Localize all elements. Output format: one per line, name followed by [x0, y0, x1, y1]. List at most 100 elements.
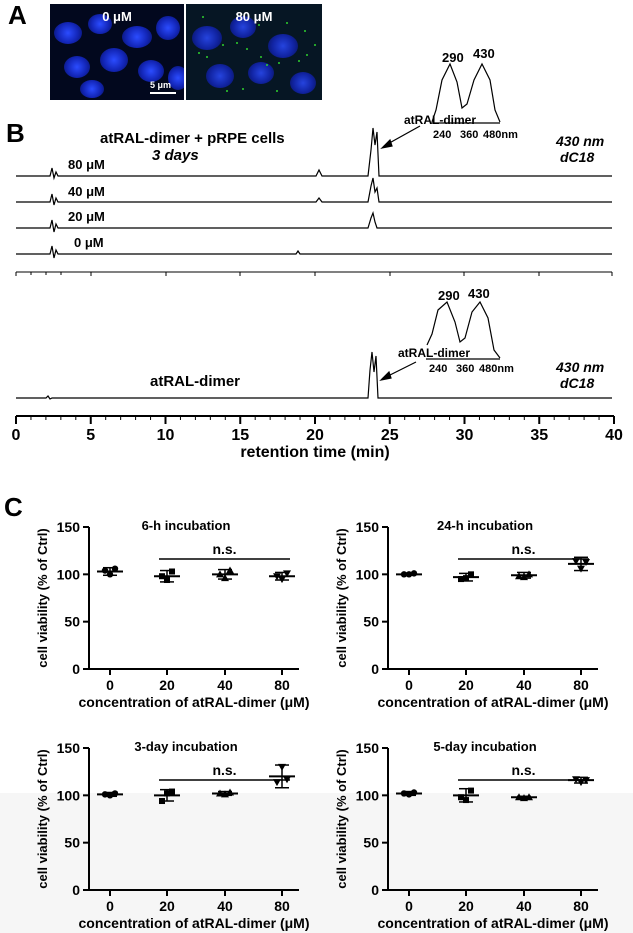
- micrograph-0uM: 0 μM 5 μm: [50, 4, 184, 100]
- y-axis-label: cell viability (% of Ctrl): [334, 749, 349, 888]
- x-axis-ticks: 0 5 10 15 20 25 30 35 40: [12, 416, 623, 444]
- data-point: [273, 573, 281, 581]
- chromatogram-subtitle: 3 days: [152, 147, 199, 164]
- data-point: [525, 793, 533, 801]
- y-tick-label: 150: [57, 740, 81, 756]
- micrograph-label: 80 μM: [235, 9, 273, 24]
- data-point: [283, 570, 291, 578]
- x-axis-label: concentration of atRAL-dimer (μM): [377, 915, 608, 931]
- y-tick-label: 100: [356, 787, 380, 803]
- data-point: [458, 576, 464, 583]
- x-tick-label: 80: [573, 898, 589, 914]
- panel-a-letter: A: [8, 0, 27, 30]
- panel-b-letter: B: [6, 118, 25, 148]
- data-point: [221, 574, 229, 582]
- x-tick-label: 40: [516, 677, 532, 693]
- spectrum-peak-label: 290: [442, 50, 464, 65]
- x-axis-label: concentration of atRAL-dimer (μM): [78, 915, 309, 931]
- peak-arrow-bottom: [379, 361, 417, 381]
- data-point: [278, 763, 286, 771]
- data-point: [405, 571, 413, 578]
- data-point: [106, 571, 114, 578]
- data-point: [577, 565, 585, 573]
- x-tick-label: 40: [516, 898, 532, 914]
- detector-label: 430 nm: [555, 133, 604, 149]
- micrograph-label: 0 μM: [102, 9, 132, 24]
- trace-label: 40 μM: [68, 184, 105, 199]
- panel-c-letter: C: [4, 492, 23, 522]
- x-tick-label: 25: [381, 427, 399, 444]
- data-point: [226, 566, 234, 574]
- y-axis-label: cell viability (% of Ctrl): [35, 528, 50, 667]
- spectrum-inset-bottom: [426, 300, 501, 360]
- y-tick-label: 0: [371, 882, 379, 898]
- y-tick-label: 150: [356, 740, 380, 756]
- data-point: [111, 565, 119, 572]
- data-point: [582, 559, 590, 567]
- chart-24h: 0 50 100 150 cell viability (% of Ctrl) 24-h …: [334, 518, 609, 710]
- data-point: [101, 567, 109, 574]
- x-tick-label: 80: [274, 677, 290, 693]
- data-point: [169, 568, 175, 575]
- column-label: dC18: [560, 375, 594, 391]
- trace-standard: [16, 351, 612, 400]
- x-tick-label: 10: [157, 427, 175, 444]
- data-point: [410, 789, 418, 796]
- data-point: [164, 790, 170, 797]
- chart-title: 5-day incubation: [433, 739, 536, 754]
- y-tick-label: 100: [356, 566, 380, 582]
- peak-label: atRAL-dimer: [404, 113, 476, 127]
- y-tick-label: 150: [57, 519, 81, 535]
- trace-label: 20 μM: [68, 209, 105, 224]
- x-tick-label: 35: [530, 427, 548, 444]
- chromatogram-title: atRAL-dimer + pRPE cells: [100, 130, 285, 147]
- data-point: [468, 571, 474, 578]
- y-axis-label: cell viability (% of Ctrl): [334, 528, 349, 667]
- y-axis-label: cell viability (% of Ctrl): [35, 749, 50, 888]
- x-axis-label: retention time (min): [240, 444, 389, 461]
- data-point: [468, 787, 474, 794]
- data-point: [520, 573, 528, 581]
- standard-trace-label: atRAL-dimer: [150, 373, 240, 390]
- trace-0uM: [16, 245, 612, 259]
- trace-20uM: [16, 210, 612, 233]
- data-point: [463, 797, 469, 804]
- significance-label: n.s.: [212, 762, 236, 778]
- data-point: [216, 570, 224, 578]
- x-tick-label: 40: [217, 677, 233, 693]
- data-point: [525, 570, 533, 578]
- significance-label: n.s.: [511, 762, 535, 778]
- column-label: dC18: [560, 149, 594, 165]
- x-tick-label: 0: [106, 898, 114, 914]
- chart-5day: 0 50 100 150 cell viability (% of Ctrl) 5-day…: [334, 739, 609, 931]
- spectrum-peak-label: 430: [468, 286, 490, 301]
- y-tick-label: 100: [57, 787, 81, 803]
- x-tick-label: 20: [458, 677, 474, 693]
- spectrum-tick: 480nm: [479, 363, 514, 375]
- data-point: [159, 573, 165, 580]
- micrograph-80uM: 80 μM: [186, 4, 322, 100]
- trace-label: 80 μM: [68, 157, 105, 172]
- data-point: [405, 791, 413, 798]
- chart-title: 24-h incubation: [437, 518, 533, 533]
- spectrum-tick: 360: [460, 129, 478, 141]
- y-tick-label: 100: [57, 566, 81, 582]
- x-tick-label: 30: [456, 427, 474, 444]
- x-tick-label: 15: [231, 427, 249, 444]
- trace-label: 0 μM: [74, 235, 104, 250]
- x-axis-label: concentration of atRAL-dimer (μM): [377, 694, 608, 710]
- data-point: [400, 790, 408, 797]
- x-tick-label: 5: [86, 427, 95, 444]
- detector-label: 430 nm: [555, 359, 604, 375]
- spectrum-peak-label: 430: [473, 46, 495, 61]
- data-point: [410, 570, 418, 577]
- y-tick-label: 50: [64, 614, 80, 630]
- data-point: [106, 792, 114, 799]
- data-point: [572, 558, 580, 566]
- x-tick-label: 20: [159, 677, 175, 693]
- spectrum-tick: 360: [456, 363, 474, 375]
- x-tick-label: 0: [12, 427, 21, 444]
- page-shade: [0, 793, 633, 933]
- data-point: [226, 788, 234, 796]
